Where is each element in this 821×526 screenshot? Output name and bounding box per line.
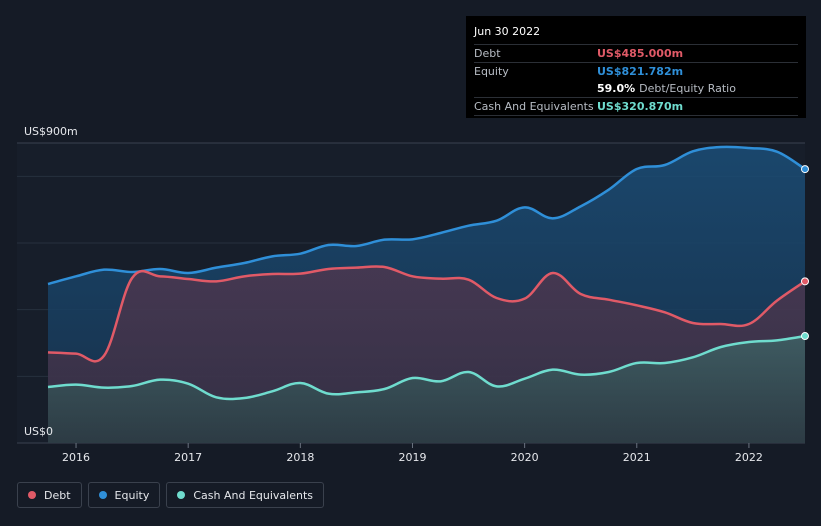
legend-item-equity[interactable]: Equity <box>87 482 161 508</box>
tooltip-debt-value: US$485.000m <box>597 47 684 60</box>
tooltip-cash-value: US$320.870m <box>597 100 684 113</box>
series-layer <box>47 145 809 443</box>
tooltip-ratio-value: 59.0% <box>597 82 636 95</box>
legend-debt-dot-icon <box>28 491 36 499</box>
x-tick-label: 2022 <box>735 451 763 464</box>
tooltip-row-debt: Debt US$485.000m <box>474 44 798 62</box>
legend-equity-label: Equity <box>114 488 150 502</box>
y-axis-top-label: US$900m <box>24 125 78 138</box>
tooltip-row-cash: Cash And Equivalents US$320.870m <box>474 97 798 115</box>
legend-equity-dot-icon <box>98 491 107 499</box>
x-tick-label: 2019 <box>398 451 426 464</box>
tooltip-equity-value: US$821.782m <box>597 65 684 78</box>
tooltip-cash-label: Cash And Equivalents <box>474 100 594 113</box>
x-axis: 2016 2017 2018 2019 2020 2021 2022 <box>62 443 763 464</box>
equity-end-marker <box>801 165 809 174</box>
cash-and-equivalents-line <box>47 334 806 401</box>
x-tick-label: 2021 <box>623 451 651 464</box>
equity-line <box>47 145 806 286</box>
legend-cash-label: Cash And Equivalents <box>193 488 313 502</box>
tooltip-row-equity: Equity US$821.782m <box>474 62 798 80</box>
legend-cash-dot-icon <box>177 491 186 499</box>
legend-item-debt[interactable]: Debt <box>17 482 82 508</box>
legend-debt-label: Debt <box>44 488 71 502</box>
x-tick-label: 2017 <box>174 451 202 464</box>
debt-line <box>47 265 806 363</box>
tooltip-equity-label: Equity <box>474 65 509 78</box>
tooltip-row-ratio: 59.0% Debt/Equity Ratio <box>474 80 798 97</box>
debt-end-marker <box>801 277 809 286</box>
x-tick-label: 2016 <box>62 451 90 464</box>
legend: Debt Equity Cash And Equivalents <box>17 482 324 508</box>
tooltip-ratio-label: Debt/Equity Ratio <box>639 82 736 95</box>
y-axis-bottom-label: US$0 <box>24 425 54 438</box>
legend-item-cash[interactable]: Cash And Equivalents <box>166 482 324 508</box>
tooltip-date: Jun 30 2022 <box>474 25 541 38</box>
cash-and-equivalents-end-marker <box>801 332 809 341</box>
x-tick-label: 2020 <box>511 451 539 464</box>
x-tick-label: 2018 <box>286 451 314 464</box>
tooltip-debt-label: Debt <box>474 47 501 60</box>
cash-and-equivalents-area <box>48 336 805 443</box>
tooltip: Jun 30 2022 Debt US$485.000m Equity US$8… <box>466 16 806 118</box>
